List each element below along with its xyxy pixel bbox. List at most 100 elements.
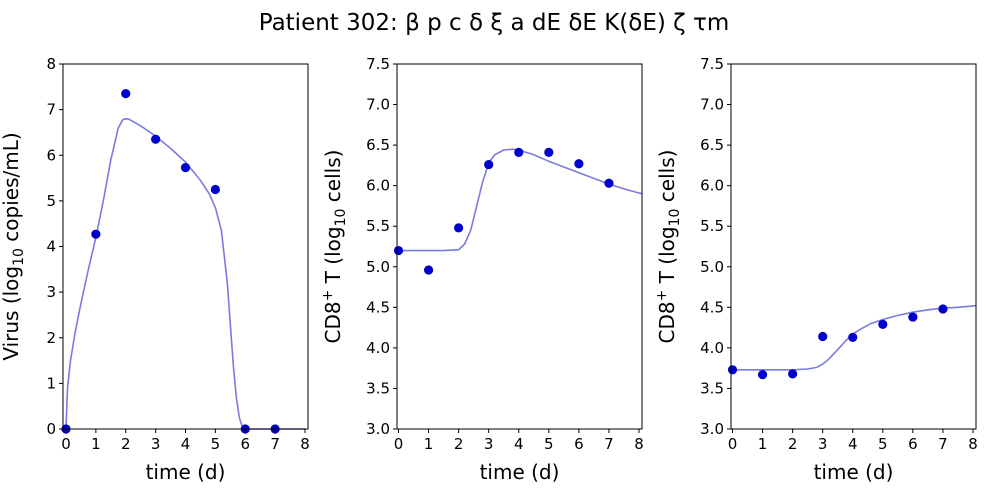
data-point: [121, 89, 131, 99]
y-axis-label: CD8+ T (log10 cells): [320, 150, 349, 344]
y-tick-label: 5.5: [366, 217, 390, 235]
y-axis-label: CD8+ T (log10 cells): [654, 150, 683, 344]
data-point: [604, 178, 614, 188]
y-tick-label: 5.5: [700, 217, 724, 235]
y-tick-label: 4.5: [700, 298, 724, 316]
fit-line: [398, 148, 643, 252]
y-axis-label-main: CD8: [655, 301, 679, 343]
x-tick-label: 2: [788, 435, 798, 453]
x-tick-label: 3: [818, 435, 828, 453]
y-tick-label: 3.0: [366, 420, 390, 438]
y-tick-label: 5.0: [700, 258, 724, 276]
x-tick-label: 6: [908, 435, 918, 453]
data-point: [788, 369, 798, 379]
data-point: [454, 223, 464, 233]
y-tick-label: 7.5: [366, 55, 390, 73]
y-tick-label: 7.5: [700, 55, 724, 73]
x-tick-label: 8: [968, 435, 978, 453]
panel-1: 0 1 2 3 4 5 6 7 8 0 1 2 3 4 5 6 7 8 time (d) Virus (log10 c…: [0, 55, 310, 484]
x-tick-label: 0: [61, 435, 71, 453]
x-tick-label: 5: [211, 435, 221, 453]
y-axis-label-sub: 10: [333, 209, 349, 227]
data-point: [393, 245, 404, 256]
data-point: [484, 159, 494, 170]
x-tick-label: 6: [240, 435, 250, 453]
y-tick-label: 6.0: [366, 177, 390, 195]
x-tick-label: 1: [758, 435, 768, 453]
data-point: [574, 159, 584, 169]
x-tick-label: 4: [514, 435, 524, 453]
data-point: [848, 332, 858, 342]
axes-frame: [396, 63, 643, 430]
x-tick-label: 7: [604, 435, 614, 453]
x-tick-label: 0: [728, 435, 738, 453]
y-axis-label-mid: T (log: [321, 226, 345, 289]
y-axis-label-sub: 10: [11, 248, 27, 266]
y-tick-label: 7: [46, 101, 56, 119]
y-tick-label: 4.0: [700, 339, 724, 357]
data-point: [151, 134, 161, 144]
y-tick-label: 6.5: [700, 136, 724, 154]
y-tick-label: 3: [46, 283, 56, 301]
y-tick-label: 7.0: [366, 96, 390, 114]
x-tick-label: 4: [848, 435, 858, 453]
y-axis-label-sup: +: [320, 290, 336, 302]
y-tick-label: 3.5: [366, 379, 390, 397]
x-tick-label: 0: [394, 435, 404, 453]
y-tick-label: 7.0: [700, 96, 724, 114]
y-axis-label-main: Virus (log: [0, 266, 23, 361]
x-tick-label: 5: [544, 435, 554, 453]
data-point: [818, 331, 828, 342]
y-tick-label: 6.5: [366, 136, 390, 154]
y-axis-label-main: CD8: [321, 301, 345, 343]
x-tick-label: 3: [151, 435, 161, 453]
y-tick-label: 0: [46, 420, 56, 438]
x-tick-label: 1: [424, 435, 434, 453]
x-tick-label: 7: [270, 435, 280, 453]
data-point: [91, 229, 101, 239]
x-tick-label: 8: [634, 435, 644, 453]
x-axis-label: time (d): [480, 460, 560, 484]
x-axis-label: time (d): [814, 460, 894, 484]
panel-2: 0 1 2 3 4 5 6 7 8 3.0 3.5 4.0 4.5 5.0 5.5 6.0 6.5 7.0 7.5 t…: [320, 55, 644, 484]
y-tick-label: 6: [46, 146, 56, 164]
axes-frame: [730, 63, 977, 430]
x-tick-label: 1: [91, 435, 101, 453]
y-axis-label-tail: cells): [321, 150, 345, 209]
y-axis-label-sup: +: [654, 290, 670, 302]
x-tick-label: 2: [454, 435, 464, 453]
x-tick-label: 3: [484, 435, 494, 453]
panel-3: 0 1 2 3 4 5 6 7 8 3.0 3.5 4.0 4.5 5.0 5.5 6.0 6.5 7.0 7.5 t…: [654, 55, 978, 484]
y-tick-label: 4: [46, 238, 56, 256]
y-tick-label: 3.0: [700, 420, 724, 438]
data-point: [908, 312, 918, 322]
data-point: [210, 184, 220, 195]
y-axis-label-mid: T (log: [655, 226, 679, 289]
y-tick-label: 6.0: [700, 177, 724, 195]
data-point: [180, 162, 191, 173]
fit-line: [65, 117, 305, 430]
x-tick-label: 6: [574, 435, 584, 453]
y-tick-label: 8: [46, 55, 56, 73]
data-point: [938, 304, 948, 314]
y-tick-label: 4.5: [366, 298, 390, 316]
y-axis-label-sub: 10: [667, 209, 683, 227]
data-point: [514, 147, 524, 158]
y-tick-label: 2: [46, 329, 56, 347]
x-tick-label: 2: [121, 435, 131, 453]
data-point: [878, 319, 888, 329]
y-tick-label: 1: [46, 374, 56, 392]
x-tick-label: 8: [300, 435, 310, 453]
x-tick-label: 4: [181, 435, 191, 453]
y-tick-label: 3.5: [700, 379, 724, 397]
data-point: [544, 147, 554, 158]
figure-title: Patient 302: β p c δ ξ a dE δE K(δE) ζ τ…: [259, 10, 730, 36]
data-point: [423, 265, 434, 275]
y-tick-label: 4.0: [366, 339, 390, 357]
y-tick-label: 5.0: [366, 258, 390, 276]
fit-line: [732, 304, 977, 371]
y-tick-label: 5: [46, 192, 56, 210]
y-axis-label-tail: cells): [655, 150, 679, 209]
